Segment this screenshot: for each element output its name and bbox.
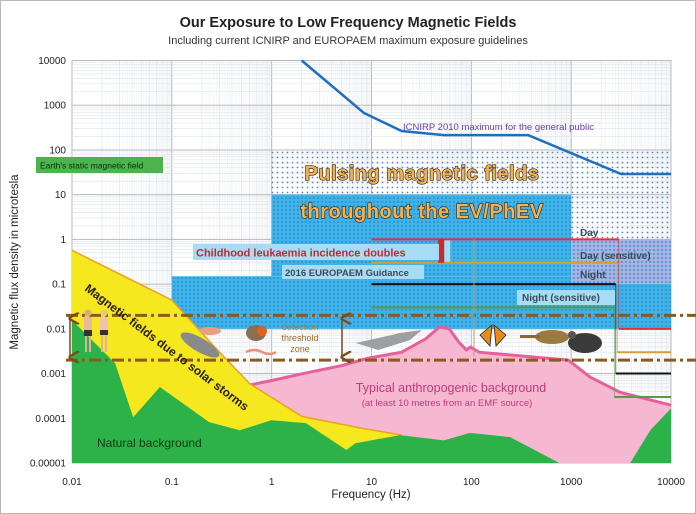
anthropogenic-edge <box>248 325 672 407</box>
natural-background-label: Natural background <box>97 436 202 450</box>
worm-icon <box>245 348 277 356</box>
y-tick-label: 10 <box>55 190 67 201</box>
leukaemia-label: Childhood leukaemia incidence doubles <box>196 248 406 260</box>
solar-storms-edge <box>71 249 402 436</box>
natural-background-area <box>72 320 671 463</box>
x-tick-label: 0.1 <box>165 477 179 488</box>
x-tick-label: 1000 <box>560 477 583 488</box>
detection-label-3: zone <box>290 344 310 354</box>
x-tick-label: 0.01 <box>62 477 82 488</box>
sensitive-dots <box>571 239 671 285</box>
x-tick-label: 10 <box>366 477 378 488</box>
chart-title: Our Exposure to Low Frequency Magnetic F… <box>180 15 517 31</box>
label-day-sensitive: Day (sensitive) <box>580 251 651 262</box>
label-night: Night <box>580 270 606 281</box>
x-tick-label: 10000 <box>657 477 685 488</box>
anthropogenic-note: (at least 10 metres from an EMF source) <box>362 398 533 409</box>
leukaemia-label-box <box>193 244 439 260</box>
y-tick-label: 0.001 <box>41 369 66 380</box>
butterfly-icon <box>479 324 507 347</box>
label-night-sensitive: Night (sensitive) <box>522 293 600 304</box>
label-day: Day <box>580 228 599 239</box>
humans-icon <box>84 309 108 352</box>
europaem-label-box <box>282 265 424 279</box>
y-tick-label: 0.00001 <box>30 459 67 470</box>
icnirp-line <box>300 59 671 176</box>
hammerhead-shark-icon <box>180 332 220 358</box>
x-tick-label: 1 <box>269 477 275 488</box>
y-tick-label: 0.1 <box>52 280 66 291</box>
y-tick-label: 10000 <box>38 56 66 67</box>
y-tick-label: 0.01 <box>47 324 67 335</box>
y-tick-label: 0.0001 <box>35 414 66 425</box>
y-axis-label: Magnetic flux density in microtesla <box>9 174 21 350</box>
chart-subtitle: Including current ICNIRP and EUROPAEM ma… <box>168 35 528 47</box>
guideline-lines <box>66 59 696 398</box>
earth-static-label: Earth's static magnetic field <box>40 161 143 171</box>
y-tick-label: 1 <box>60 235 66 246</box>
x-axis-label: Frequency (Hz) <box>331 489 410 501</box>
detection-label-1: detection <box>282 322 319 332</box>
shrimp-icon <box>199 327 221 335</box>
leukaemia-bar-box <box>444 240 451 262</box>
axis-ticks: 0.01 0.1 1 10 100 1000 10000 10000 1000 100 10 1 0.1… <box>30 56 685 488</box>
pulsing-title-line2: throughout the EV/PhEV <box>300 201 543 223</box>
bird-icon <box>520 330 569 344</box>
earth-static-badge <box>36 157 163 173</box>
icnirp-label: ICNIRP 2010 maximum for the general publ… <box>403 122 594 133</box>
y-tick-label: 1000 <box>44 101 67 112</box>
leukaemia-bar <box>438 239 445 263</box>
detection-label-2: threshold <box>281 333 318 343</box>
mouse-icon <box>568 331 602 353</box>
pulsing-title-line1: Pulsing magnetic fields <box>305 163 540 185</box>
y-tick-label: 100 <box>49 145 66 156</box>
anthropogenic-label: Typical anthropogenic background <box>356 381 546 395</box>
x-tick-label: 100 <box>463 477 480 488</box>
europaem-label: 2016 EUROPAEM Guidance <box>285 268 409 279</box>
night-sensitive-box <box>517 290 615 305</box>
shark-icon <box>356 330 422 350</box>
robin-icon <box>246 325 267 341</box>
